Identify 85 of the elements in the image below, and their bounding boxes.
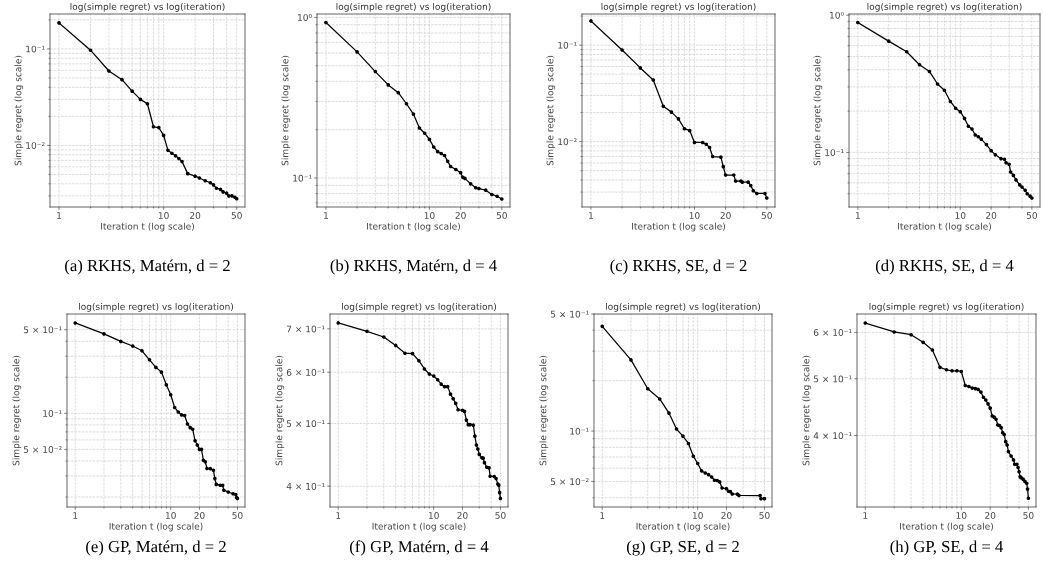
text: (a) RKHS, Matérn, d = 2	[65, 259, 230, 275]
x-tick-label: 50	[231, 212, 242, 219]
x-tick-label: 50	[759, 512, 770, 519]
chart-title: log(simple regret) vs log(iteration)	[601, 2, 756, 12]
y-axis-title: Simple regret (log scale)	[275, 355, 285, 466]
text: (g) GP, SE, d = 2	[626, 540, 739, 556]
y-axis-title: Simple regret (log scale)	[813, 55, 823, 166]
text: (e) GP, Matérn, d = 2	[86, 540, 226, 556]
x-axis-title: Iteration t (log scale)	[367, 222, 460, 232]
x-tick-label: 20	[194, 512, 205, 519]
x-tick-label: 10	[689, 212, 700, 219]
x-tick-label: 10	[158, 212, 169, 219]
x-tick-label: 50	[496, 212, 507, 219]
chart-title: log(simple regret) vs log(iteration)	[342, 302, 497, 312]
y-tick-label: 10⁰	[298, 14, 312, 21]
text: (d) RKHS, SE, d = 4	[875, 259, 1014, 275]
y-axis-title: Simple regret (log scale)	[802, 355, 812, 466]
y-axis-title: Simple regret (log scale)	[12, 355, 22, 466]
chart-title: log(simple regret) vs log(iteration)	[867, 2, 1022, 12]
y-tick-label: 10⁰	[830, 11, 844, 19]
x-tick-label: 1	[73, 512, 78, 519]
chart-title: log(simple regret) vs log(iteration)	[70, 2, 225, 12]
x-axis-title: Iteration t (log scale)	[898, 222, 991, 232]
y-tick-label: 6 × 10⁻¹	[286, 368, 325, 376]
y-axis-title: Simple regret (log scale)	[14, 55, 24, 166]
y-tick-label: 10⁻¹	[26, 45, 45, 53]
x-tick-label: 50	[1023, 512, 1034, 519]
x-tick-label: 50	[1026, 212, 1038, 219]
y-tick-label: 6 × 10⁻¹	[813, 329, 852, 336]
x-tick-label: 50	[495, 512, 506, 519]
y-tick-label: 5 × 10⁻¹	[286, 420, 325, 428]
x-tick-label: 10	[428, 512, 439, 519]
x-tick-label: 20	[985, 512, 996, 519]
y-tick-label: 5 × 10⁻²	[550, 478, 589, 486]
chart-title: log(simple regret) vs log(iteration)	[336, 2, 491, 12]
x-axis-title: Iteration t (log scale)	[109, 522, 203, 532]
x-axis-title: Iteration t (log scale)	[900, 522, 993, 532]
x-axis-title: Iteration t (log scale)	[636, 522, 730, 532]
y-axis-title: Simple regret (log scale)	[539, 355, 549, 466]
chart-title: log(simple regret) vs log(iteration)	[606, 302, 761, 312]
y-tick-label: 10⁻¹	[293, 174, 312, 182]
y-tick-label: 10⁻²	[26, 142, 45, 149]
x-tick-label: 1	[589, 212, 593, 219]
y-tick-label: 5 × 10⁻²	[23, 446, 62, 453]
y-tick-label: 10⁻¹	[825, 149, 844, 156]
x-tick-label: 1	[57, 212, 62, 219]
x-tick-label: 20	[190, 212, 201, 219]
x-tick-label: 10	[692, 512, 703, 519]
x-tick-label: 50	[232, 512, 243, 519]
y-tick-label: 10⁻¹	[570, 427, 589, 435]
text: (f) GP, Matérn, d = 4	[350, 540, 489, 556]
x-tick-label: 10	[955, 212, 966, 219]
x-axis-title: Iteration t (log scale)	[632, 222, 725, 232]
x-tick-label: 10	[165, 512, 176, 519]
x-tick-label: 1	[855, 212, 860, 219]
x-tick-label: 10	[424, 212, 435, 219]
y-tick-label: 5 × 10⁻¹	[550, 310, 589, 318]
x-tick-label: 20	[455, 212, 466, 219]
x-axis-title: Iteration t (log scale)	[101, 222, 194, 232]
y-tick-label: 4 × 10⁻¹	[813, 432, 852, 440]
x-axis-title: Iteration t (log scale)	[372, 522, 466, 532]
y-tick-label: 10⁻¹	[43, 410, 62, 417]
y-tick-label: 5 × 10⁻¹	[813, 375, 852, 383]
x-tick-label: 20	[986, 212, 997, 219]
x-tick-label: 1	[600, 512, 605, 519]
x-tick-label: 20	[457, 512, 468, 519]
text: (h) GP, SE, d = 4	[890, 540, 1004, 556]
x-tick-label: 10	[956, 512, 967, 519]
y-tick-label: 10⁻²	[558, 138, 577, 146]
x-tick-label: 1	[863, 512, 868, 519]
chart-title: log(simple regret) vs log(iteration)	[79, 302, 234, 312]
text: (b) RKHS, Matérn, d = 4	[330, 259, 497, 275]
x-tick-label: 1	[336, 512, 341, 519]
y-tick-label: 7 × 10⁻¹	[286, 325, 325, 333]
y-tick-label: 10⁻¹	[558, 41, 577, 49]
x-tick-label: 20	[721, 512, 732, 519]
chart-title: log(simple regret) vs log(iteration)	[869, 302, 1024, 312]
y-tick-label: 5 × 10⁻¹	[23, 326, 62, 334]
x-tick-label: 1	[324, 212, 328, 219]
y-axis-title: Simple regret (log scale)	[546, 55, 556, 166]
text: (c) RKHS, SE, d = 2	[610, 259, 747, 275]
y-tick-label: 4 × 10⁻¹	[286, 482, 325, 490]
y-axis-title: Simple regret (log scale)	[281, 55, 291, 166]
x-tick-label: 50	[761, 212, 772, 219]
x-tick-label: 20	[720, 212, 731, 219]
